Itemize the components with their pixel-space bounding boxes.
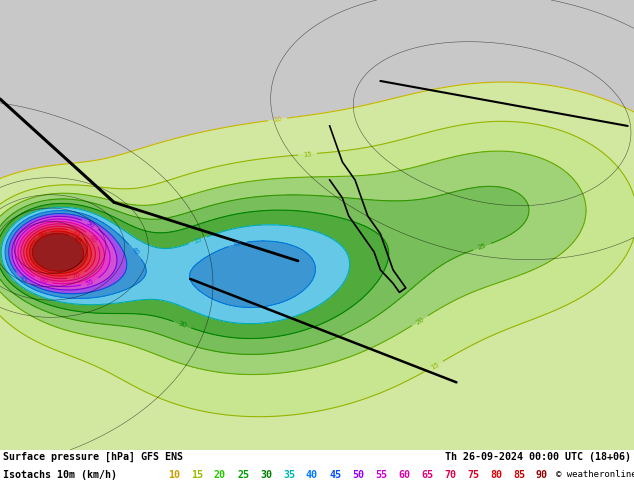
Text: 20: 20 <box>415 316 425 325</box>
Text: 25: 25 <box>237 470 249 480</box>
Text: 55: 55 <box>375 470 387 480</box>
Text: 40: 40 <box>233 240 242 248</box>
Text: 85: 85 <box>513 470 525 480</box>
Text: 55: 55 <box>85 278 95 287</box>
Text: Th 26-09-2024 00:00 UTC (18+06): Th 26-09-2024 00:00 UTC (18+06) <box>445 452 631 462</box>
Text: 15: 15 <box>191 470 203 480</box>
Text: 10: 10 <box>273 116 283 123</box>
Text: 50: 50 <box>85 220 96 229</box>
Text: 15: 15 <box>429 361 440 371</box>
Text: 35: 35 <box>193 236 203 245</box>
Text: 65: 65 <box>88 233 98 244</box>
Text: 40: 40 <box>306 470 318 480</box>
Text: 35: 35 <box>283 470 295 480</box>
Text: 50: 50 <box>352 470 364 480</box>
Text: 45: 45 <box>18 274 29 284</box>
Text: 75: 75 <box>467 470 479 480</box>
Text: 30: 30 <box>260 470 272 480</box>
Text: 90: 90 <box>536 470 548 480</box>
Text: 70: 70 <box>71 272 82 280</box>
Text: 30: 30 <box>177 320 188 329</box>
Text: 40: 40 <box>130 246 140 257</box>
Text: 85: 85 <box>72 235 82 245</box>
Text: © weatheronline.co.uk weatheronline.co.uk: © weatheronline.co.uk weatheronline.co.u… <box>556 470 634 479</box>
Text: 45: 45 <box>329 470 341 480</box>
Text: 60: 60 <box>398 470 410 480</box>
Text: 70: 70 <box>444 470 456 480</box>
Text: 65: 65 <box>421 470 433 480</box>
Text: Surface pressure [hPa] GFS ENS: Surface pressure [hPa] GFS ENS <box>3 452 183 462</box>
Text: 80: 80 <box>37 230 48 239</box>
Text: 15: 15 <box>303 151 312 158</box>
Text: 25: 25 <box>477 243 488 251</box>
Text: 80: 80 <box>490 470 502 480</box>
Text: 10: 10 <box>168 470 180 480</box>
Text: 20: 20 <box>214 470 226 480</box>
Text: Isotachs 10m (km/h): Isotachs 10m (km/h) <box>3 470 117 480</box>
Text: 75: 75 <box>71 228 82 238</box>
Text: 60: 60 <box>38 276 48 285</box>
